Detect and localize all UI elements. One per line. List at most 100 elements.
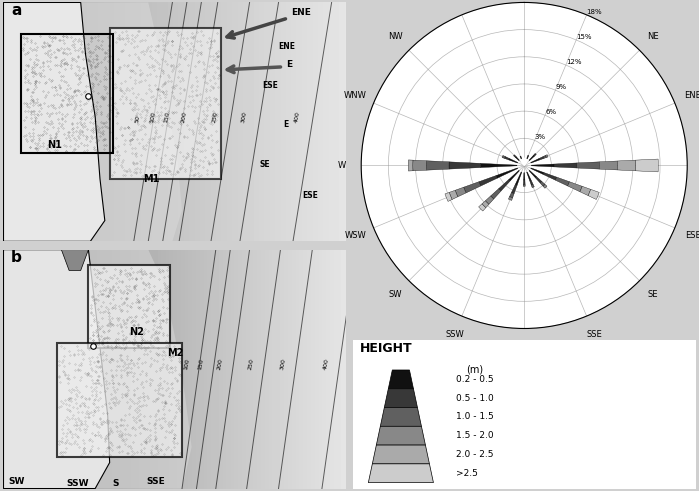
Text: b: b — [11, 250, 22, 265]
Text: 400: 400 — [294, 110, 301, 123]
Text: 300: 300 — [280, 357, 287, 370]
Bar — [535, 176, 542, 183]
Polygon shape — [3, 250, 110, 489]
Bar — [588, 190, 599, 199]
Text: 150: 150 — [164, 110, 171, 123]
Polygon shape — [3, 2, 105, 241]
Text: ENE: ENE — [278, 42, 296, 51]
Bar — [515, 157, 519, 161]
Text: M1: M1 — [143, 174, 160, 184]
Text: HEIGHT: HEIGHT — [360, 342, 412, 355]
Bar — [88, 265, 171, 348]
Bar — [491, 189, 501, 199]
Text: 100: 100 — [183, 358, 190, 370]
Bar — [539, 157, 544, 160]
Text: 50: 50 — [135, 114, 141, 123]
Text: 0.2 - 0.5: 0.2 - 0.5 — [456, 375, 493, 384]
Polygon shape — [380, 408, 421, 426]
Text: 1.5 - 2.0: 1.5 - 2.0 — [456, 431, 493, 440]
Bar — [554, 163, 577, 168]
Text: 300: 300 — [241, 110, 248, 123]
Bar — [526, 155, 529, 159]
Bar — [540, 181, 545, 186]
Text: 400: 400 — [323, 357, 330, 370]
Bar — [485, 196, 493, 204]
Bar — [543, 184, 547, 188]
Bar — [509, 170, 519, 181]
Bar — [599, 161, 617, 170]
Text: SSE: SSE — [146, 477, 165, 487]
Bar — [499, 180, 510, 191]
Text: 100: 100 — [149, 110, 156, 123]
Bar — [479, 176, 497, 186]
Text: 0.5 - 1.0: 0.5 - 1.0 — [456, 394, 493, 403]
Bar — [510, 192, 514, 198]
Bar — [463, 182, 481, 193]
Text: 1.0 - 1.5: 1.0 - 1.5 — [456, 412, 493, 421]
Bar — [617, 160, 635, 171]
Bar — [529, 156, 534, 161]
Bar — [502, 156, 505, 159]
Bar — [482, 201, 489, 208]
Bar — [545, 155, 548, 158]
Text: ESE: ESE — [262, 81, 278, 90]
Bar — [21, 33, 113, 153]
Polygon shape — [62, 250, 88, 271]
Bar — [526, 172, 531, 181]
Bar — [505, 157, 510, 160]
Text: M2: M2 — [168, 348, 184, 357]
Bar — [413, 160, 426, 171]
Polygon shape — [376, 426, 426, 445]
Bar — [531, 159, 540, 163]
Bar — [426, 161, 449, 170]
Polygon shape — [373, 445, 429, 464]
Bar — [520, 156, 521, 159]
Text: 150: 150 — [197, 358, 204, 370]
Text: 2.0 - 2.5: 2.0 - 2.5 — [456, 450, 493, 459]
Bar — [524, 173, 525, 180]
Text: 250: 250 — [247, 357, 254, 370]
Bar — [529, 170, 536, 178]
Polygon shape — [80, 2, 182, 241]
Bar — [515, 172, 521, 185]
Bar — [508, 196, 512, 200]
Bar — [449, 162, 481, 169]
Bar — [577, 162, 599, 169]
Text: SSW: SSW — [66, 480, 89, 489]
Bar — [531, 168, 544, 174]
Polygon shape — [389, 370, 413, 389]
Bar — [524, 185, 525, 186]
Text: E: E — [287, 60, 292, 69]
Text: ESE: ESE — [303, 191, 319, 200]
Bar — [479, 204, 486, 211]
Bar — [496, 168, 518, 178]
Text: SE: SE — [259, 160, 270, 168]
Bar — [512, 184, 517, 193]
Bar — [635, 159, 658, 172]
Bar — [530, 180, 533, 185]
Bar — [455, 187, 466, 197]
Text: N1: N1 — [47, 140, 62, 150]
Bar — [408, 160, 413, 171]
Text: SW: SW — [8, 477, 24, 487]
Text: 250: 250 — [212, 110, 219, 123]
Bar — [543, 172, 556, 180]
Polygon shape — [88, 250, 192, 489]
Bar — [543, 156, 547, 159]
Circle shape — [521, 158, 527, 165]
Bar — [509, 159, 518, 163]
Polygon shape — [368, 464, 433, 483]
Text: N2: N2 — [129, 327, 144, 337]
Bar — [533, 153, 536, 156]
Bar — [524, 180, 525, 185]
Text: 200: 200 — [217, 357, 224, 370]
Text: >2.5: >2.5 — [456, 469, 477, 478]
Text: ENE: ENE — [291, 8, 311, 17]
Polygon shape — [384, 389, 417, 408]
Bar — [531, 164, 554, 167]
Bar — [57, 343, 182, 458]
Bar — [481, 164, 517, 167]
Bar — [514, 155, 517, 158]
Bar — [445, 192, 452, 201]
Text: (m): (m) — [466, 364, 483, 374]
